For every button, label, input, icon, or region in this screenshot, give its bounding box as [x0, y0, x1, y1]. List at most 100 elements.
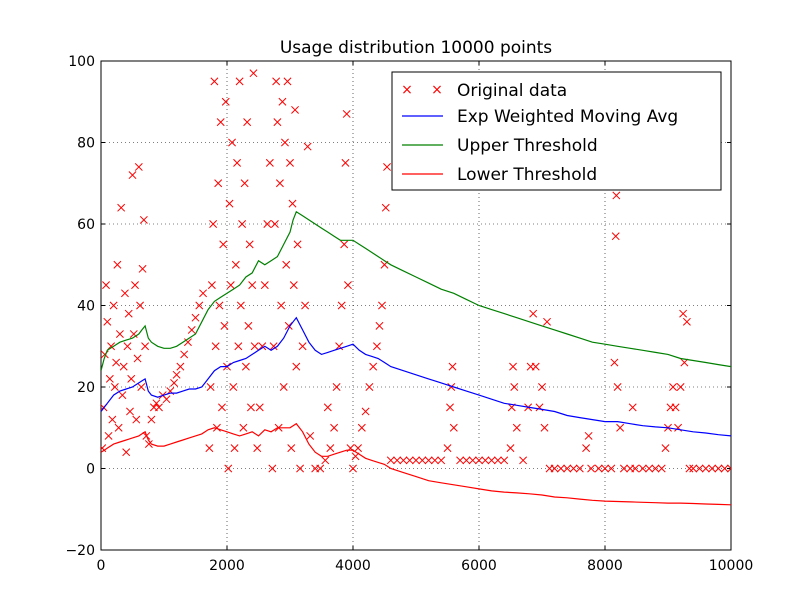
data-point-marker	[243, 118, 252, 127]
data-point-marker	[219, 240, 228, 249]
y-tick-label: 40	[77, 299, 95, 315]
data-point-marker	[727, 464, 731, 473]
data-point-marker	[239, 423, 248, 432]
data-point-marker	[303, 142, 312, 151]
data-point-marker	[378, 301, 386, 310]
data-point-marker	[685, 464, 694, 473]
legend-item-upper-threshold: Upper Threshold	[402, 136, 598, 156]
data-point-marker	[607, 464, 616, 473]
data-point-marker	[288, 199, 297, 208]
data-point-marker	[225, 199, 234, 208]
x-tick-label: 0	[97, 558, 106, 574]
data-point-marker	[289, 281, 298, 290]
data-point-marker	[594, 464, 603, 473]
data-point-marker	[399, 456, 408, 465]
data-point-marker	[437, 456, 446, 465]
data-point-marker	[279, 383, 288, 391]
data-point-marker	[215, 301, 224, 310]
data-point-marker	[671, 403, 680, 412]
data-point-marker	[326, 444, 335, 453]
data-point-marker	[357, 423, 366, 432]
y-tick-label: 20	[77, 380, 95, 396]
data-point-marker	[233, 158, 242, 167]
data-point-marker	[631, 464, 640, 473]
data-point-marker	[611, 232, 620, 241]
data-point-marker	[238, 220, 247, 228]
data-point-marker	[468, 456, 477, 465]
x-tick-label: 8000	[587, 558, 623, 574]
series-line-ewma	[101, 316, 731, 437]
data-point-marker	[218, 403, 226, 412]
data-point-marker	[405, 456, 414, 465]
data-point-marker	[682, 317, 691, 326]
data-point-marker	[234, 342, 243, 351]
data-point-marker	[676, 383, 685, 391]
data-point-marker	[211, 342, 220, 351]
data-point-marker	[205, 444, 214, 453]
data-point-marker	[575, 464, 584, 473]
data-point-marker	[531, 362, 540, 371]
data-point-marker	[268, 464, 277, 473]
data-point-marker	[354, 444, 362, 453]
data-point-marker	[695, 464, 704, 473]
data-point-marker	[283, 77, 292, 86]
data-point-marker	[195, 301, 204, 310]
data-point-marker	[210, 77, 219, 86]
data-point-marker	[361, 407, 370, 416]
data-point-marker	[510, 383, 519, 391]
data-point-marker	[236, 301, 245, 310]
data-point-marker	[109, 301, 118, 310]
data-point-marker	[250, 342, 259, 351]
data-point-marker	[258, 342, 267, 351]
data-point-marker	[714, 464, 723, 473]
data-point-marker	[321, 456, 330, 465]
data-point-marker	[138, 264, 147, 273]
data-point-marker	[214, 179, 223, 188]
data-point-marker	[332, 383, 341, 391]
data-point-marker	[108, 415, 117, 424]
data-point-marker	[277, 301, 286, 310]
data-point-marker	[529, 309, 538, 318]
data-point-marker	[221, 97, 230, 106]
data-point-marker	[306, 431, 315, 440]
legend-box	[391, 71, 722, 191]
data-point-marker	[340, 240, 349, 249]
data-point-marker	[506, 444, 515, 453]
data-point-marker	[430, 456, 439, 465]
data-point-marker	[199, 289, 208, 298]
data-point-marker	[661, 444, 670, 453]
data-point-marker	[383, 162, 391, 171]
data-point-marker	[487, 456, 496, 465]
data-point-marker	[133, 354, 142, 363]
data-point-marker	[265, 158, 274, 167]
data-point-marker	[103, 317, 112, 326]
plot-series-group	[101, 69, 731, 506]
data-point-marker	[187, 325, 196, 334]
legend-item-ewma: Exp Weighted Moving Avg	[402, 107, 678, 127]
data-point-marker	[273, 118, 282, 127]
data-point-marker	[449, 423, 458, 432]
data-point-marker	[180, 350, 189, 359]
data-point-marker	[240, 179, 249, 188]
data-point-marker	[132, 415, 141, 424]
data-point-marker	[206, 383, 215, 391]
data-point-marker	[613, 383, 622, 391]
data-point-marker	[500, 456, 509, 465]
data-point-marker	[124, 309, 133, 318]
data-point-marker	[107, 342, 116, 351]
data-point-marker	[610, 358, 619, 367]
legend-label: Upper Threshold	[457, 136, 598, 156]
data-point-marker	[720, 464, 729, 473]
data-point-marker	[418, 456, 427, 465]
data-point-marker	[229, 383, 238, 391]
data-point-marker	[342, 110, 351, 118]
data-point-marker	[393, 456, 402, 465]
data-point-marker	[584, 431, 593, 440]
data-point-marker	[228, 138, 236, 147]
y-tick-label: −20	[65, 543, 95, 559]
x-tick-label: 4000	[335, 558, 371, 574]
data-point-marker	[120, 289, 129, 298]
data-point-marker	[137, 383, 146, 391]
data-point-marker	[344, 281, 352, 290]
